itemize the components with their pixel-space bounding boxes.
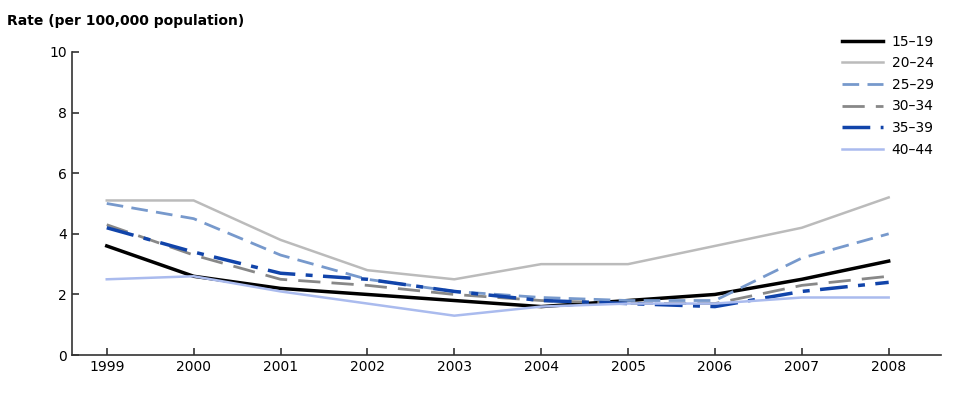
Text: Rate (per 100,000 population): Rate (per 100,000 population) <box>7 14 244 28</box>
Legend: 15–19, 20–24, 25–29, 30–34, 35–39, 40–44: 15–19, 20–24, 25–29, 30–34, 35–39, 40–44 <box>842 35 934 157</box>
